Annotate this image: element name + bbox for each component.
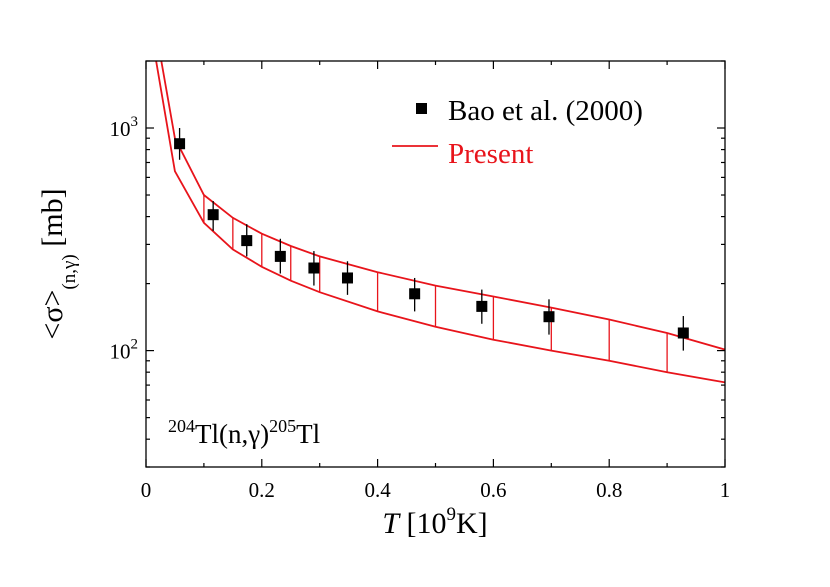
present-band (155, 61, 725, 384)
y-tick-label: 102 (110, 337, 139, 364)
y-axis-label: <σ>(n,γ) [mb] (36, 188, 80, 339)
bao-data-point (274, 250, 286, 262)
bao-data-point (677, 327, 689, 339)
bao-data-points (174, 128, 689, 351)
bao-data-point (341, 272, 353, 284)
x-tick-label: 0 (141, 478, 152, 502)
x-tick-label: 1 (720, 478, 731, 502)
reaction-annotation: 204Tl(n,γ)205Tl (168, 416, 320, 449)
bao-data-point (241, 235, 253, 247)
axis-ticks (145, 60, 726, 468)
legend-label-present: Present (448, 138, 533, 170)
legend-label-bao: Bao et al. (2000) (448, 95, 643, 127)
x-tick-label: 0.4 (364, 478, 391, 502)
present-lower-curve (155, 61, 725, 384)
x-tick-label: 0.6 (480, 478, 506, 502)
y-tick-label: 103 (110, 114, 139, 141)
present-upper-curve (160, 61, 725, 351)
legend: Bao et al. (2000) Present (392, 95, 643, 170)
legend-marker-bao (416, 103, 427, 114)
bao-data-point (409, 288, 421, 300)
bao-data-point (174, 138, 186, 150)
bao-data-point (543, 311, 555, 323)
x-axis-label: T [109K] (382, 504, 487, 540)
bao-data-point (207, 209, 219, 221)
x-tick-label: 0.2 (249, 478, 275, 502)
y-tick-labels: 102 103 (110, 114, 139, 364)
bao-data-point (308, 262, 320, 274)
bao-data-point (476, 300, 488, 312)
x-tick-label: 0.8 (596, 478, 622, 502)
x-tick-labels: 0 0.2 0.4 0.6 0.8 1 (141, 478, 731, 502)
